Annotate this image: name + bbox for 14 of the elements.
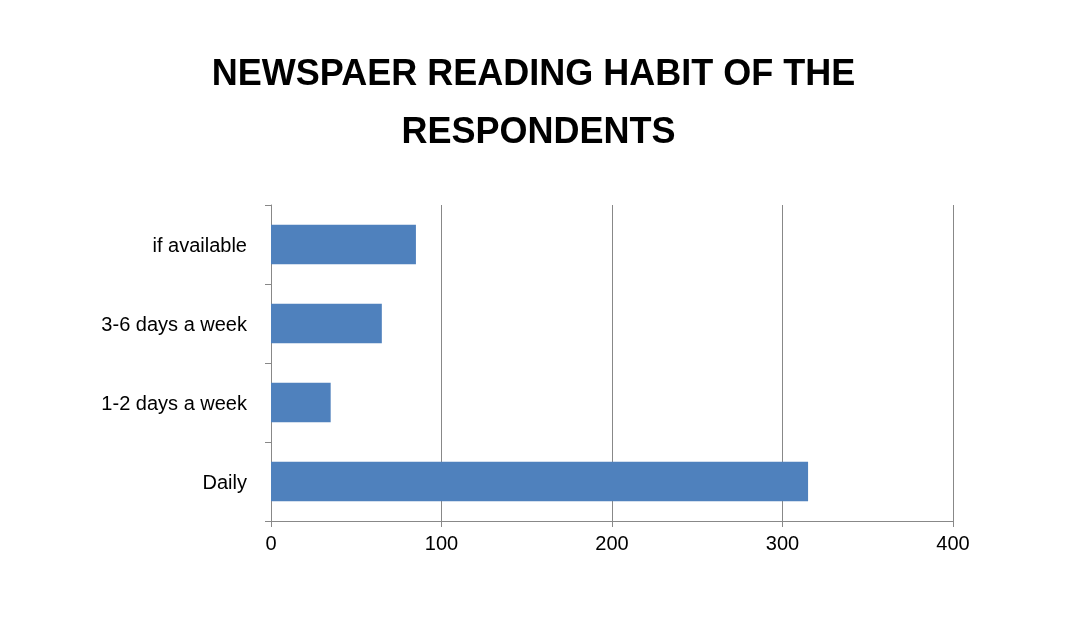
bar [271,461,809,502]
chart-title: NEWSPAER READING HABIT OF THE RESPONDENTS [211,51,866,151]
x-tick-label: 0 [265,532,277,554]
x-tick-label: 100 [424,532,459,554]
bar [271,224,416,265]
bar [271,382,331,423]
y-tick-label: Daily [202,470,247,493]
x-tick-label: 200 [595,532,629,554]
y-tick-label: if available [152,233,247,256]
y-tick-label: 1-2 days a week [101,391,248,414]
x-tick-label: 400 [936,532,970,554]
x-tick-label: 300 [765,532,800,554]
bar [271,303,382,344]
y-tick-label: 3-6 days a week [101,312,248,335]
